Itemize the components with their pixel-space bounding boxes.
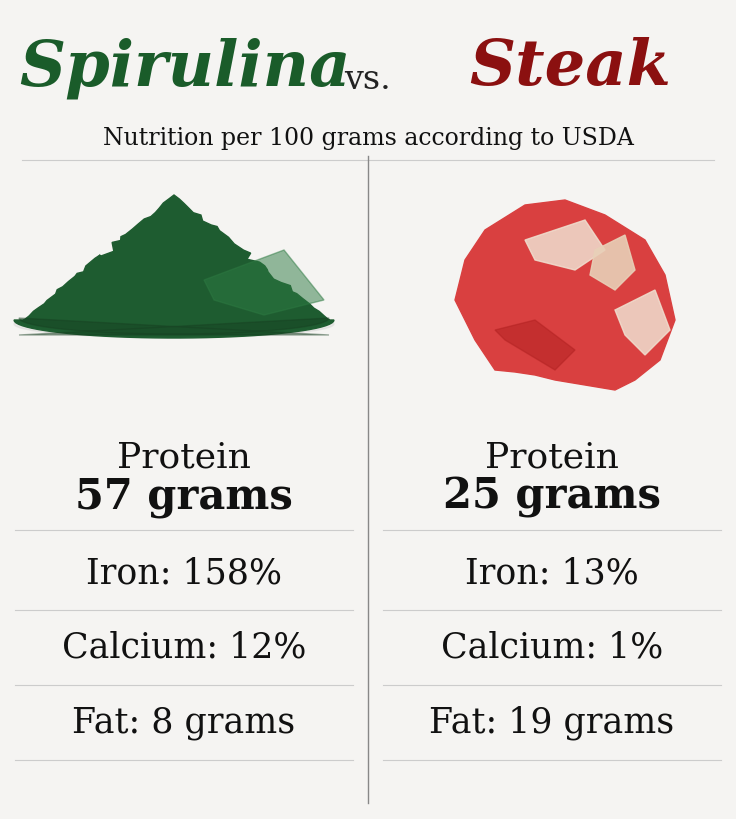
Text: Protein: Protein xyxy=(117,441,251,475)
Ellipse shape xyxy=(14,310,334,338)
Polygon shape xyxy=(204,250,324,315)
Text: Protein: Protein xyxy=(485,441,619,475)
Text: 25 grams: 25 grams xyxy=(443,476,661,518)
Polygon shape xyxy=(525,220,605,270)
Text: Iron: 158%: Iron: 158% xyxy=(86,556,282,590)
Polygon shape xyxy=(590,235,635,290)
Text: Calcium: 1%: Calcium: 1% xyxy=(441,631,663,665)
Polygon shape xyxy=(615,290,670,355)
Text: Nutrition per 100 grams according to USDA: Nutrition per 100 grams according to USD… xyxy=(102,126,634,150)
Polygon shape xyxy=(19,318,329,335)
Polygon shape xyxy=(455,200,675,390)
Text: Fat: 8 grams: Fat: 8 grams xyxy=(72,706,296,740)
Text: Steak: Steak xyxy=(469,37,671,99)
Text: Spirulina: Spirulina xyxy=(19,37,351,99)
Text: Iron: 13%: Iron: 13% xyxy=(465,556,639,590)
Polygon shape xyxy=(14,195,334,338)
Text: Fat: 19 grams: Fat: 19 grams xyxy=(429,706,675,740)
Polygon shape xyxy=(495,320,575,370)
Text: 57 grams: 57 grams xyxy=(75,476,293,518)
Text: vs.: vs. xyxy=(344,64,392,96)
Text: Calcium: 12%: Calcium: 12% xyxy=(62,631,306,665)
